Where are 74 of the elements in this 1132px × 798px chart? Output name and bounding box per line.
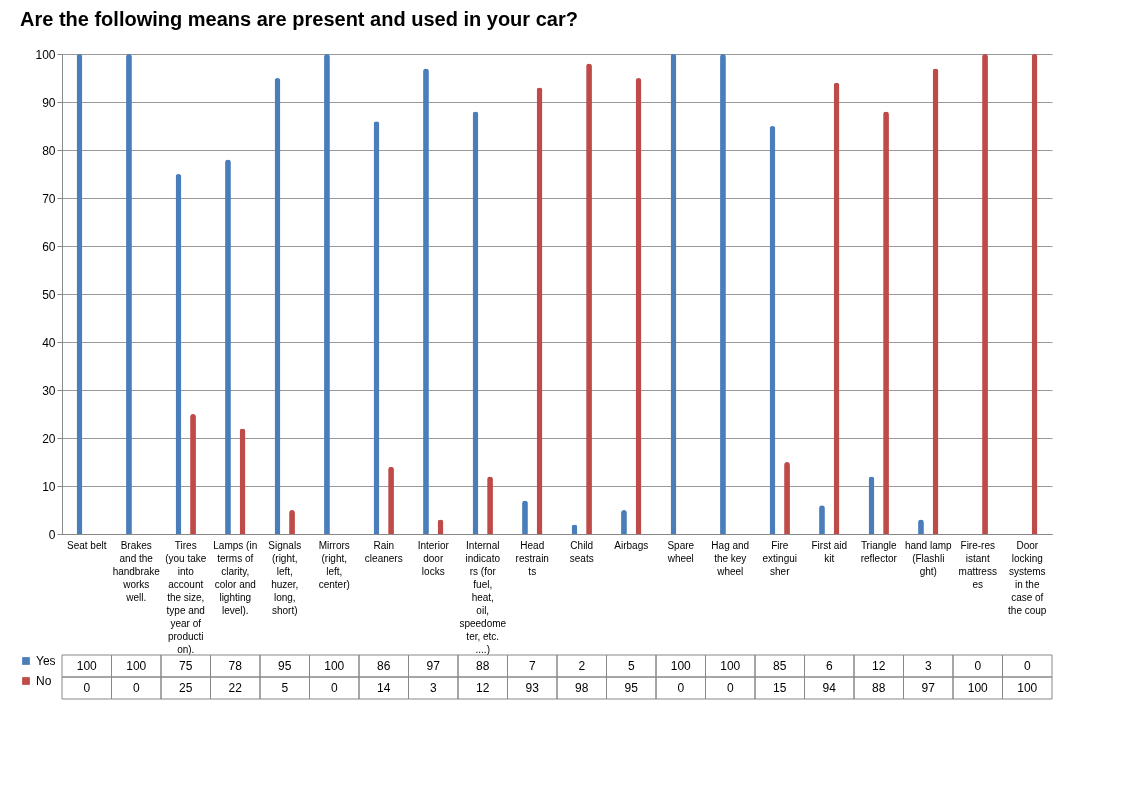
x-tick-label: Hag and the key wheel <box>711 539 750 577</box>
data-label: 7 <box>528 659 536 673</box>
y-tick-label: 70 <box>42 191 56 206</box>
data-label: 0 <box>677 681 685 695</box>
data-label: 0 <box>83 681 91 695</box>
data-label: 85 <box>773 659 787 673</box>
data-label: 3 <box>924 659 932 673</box>
data-label: 100 <box>720 659 741 673</box>
data-label: 3 <box>429 681 437 695</box>
data-label: 0 <box>726 681 734 695</box>
data-label: 95 <box>278 659 292 673</box>
legend-label: No <box>36 674 52 688</box>
data-label: 15 <box>773 681 787 695</box>
data-label: 75 <box>179 659 193 673</box>
y-tick-label: 50 <box>42 287 56 302</box>
data-label: 0 <box>974 659 982 673</box>
data-label: 5 <box>627 659 635 673</box>
x-tick-label: Seat belt <box>67 539 107 551</box>
data-label: 93 <box>525 681 540 695</box>
y-tick-label: 80 <box>42 143 56 158</box>
data-label: 5 <box>281 681 289 695</box>
x-tick-label: Signals (right, left, huzer, long, short) <box>268 539 302 616</box>
legend-label: Yes <box>36 654 56 668</box>
x-tick-label: Spare wheel <box>666 539 695 564</box>
data-label: 22 <box>228 681 243 695</box>
data-label: 86 <box>377 659 391 673</box>
y-tick-label: 10 <box>42 479 56 494</box>
y-tick-label: 40 <box>42 335 56 350</box>
data-label: 6 <box>825 659 833 673</box>
data-label: 0 <box>132 681 140 695</box>
x-tick-label: Fire-resistant mattresses <box>958 539 997 590</box>
data-label: 100 <box>670 659 692 673</box>
data-label: 88 <box>872 681 886 695</box>
data-label: 100 <box>324 659 345 673</box>
data-label: 12 <box>476 681 490 695</box>
chart-title: Are the following means are present and used in your car? <box>20 8 578 30</box>
data-label: 97 <box>921 681 936 695</box>
y-tick-label: 0 <box>48 527 56 542</box>
data-label: 98 <box>575 681 589 695</box>
x-tick-label: Head restraints <box>515 539 549 577</box>
y-tick-label: 60 <box>42 239 56 254</box>
data-label: 95 <box>624 681 639 695</box>
x-tick-label: Door locking systems in the case of the coup <box>1008 539 1047 616</box>
data-label: 0 <box>1023 659 1031 673</box>
x-tick-label: Brakes and the handbrake works well. <box>112 539 161 603</box>
x-tick-label: Rain cleaners <box>364 539 403 564</box>
x-tick-label: Mirrors (right, left, center) <box>318 539 350 590</box>
data-label: 100 <box>76 659 98 673</box>
data-label: 0 <box>330 681 338 695</box>
data-label: 97 <box>426 659 441 673</box>
x-tick-label: Triangle reflector <box>860 539 898 564</box>
y-tick-label: 100 <box>35 47 56 62</box>
x-tick-label: Fire extinguisher <box>762 539 797 577</box>
x-tick-label: First aid kit <box>811 539 848 564</box>
data-label: 100 <box>1017 681 1038 695</box>
data-label: 94 <box>822 681 837 695</box>
y-tick-label: 20 <box>42 431 56 446</box>
data-label: 88 <box>476 659 490 673</box>
x-tick-label: Lamps (in terms of clarity, color and lighting level). <box>213 539 258 616</box>
x-tick-label: Child seats <box>569 539 594 564</box>
category-label: Internal indicators (for fuel, heat, oil, speedometer, etc. ....) <box>459 539 507 655</box>
x-tick-label: Interior door locks <box>417 539 450 577</box>
data-label: 100 <box>126 659 147 673</box>
data-label: 25 <box>179 681 193 695</box>
x-tick-label: Airbags <box>614 539 649 551</box>
data-label: 78 <box>228 659 243 673</box>
data-label: 2 <box>578 659 586 673</box>
data-label: 100 <box>967 681 989 695</box>
data-label: 12 <box>872 659 886 673</box>
y-tick-label: 90 <box>42 95 56 110</box>
x-tick-label: hand lamp (Flashlight) <box>904 539 953 577</box>
y-tick-label: 30 <box>42 383 56 398</box>
data-label: 14 <box>377 681 391 695</box>
category-label: Tires (you take into account the size, type and year of production). <box>165 539 207 655</box>
